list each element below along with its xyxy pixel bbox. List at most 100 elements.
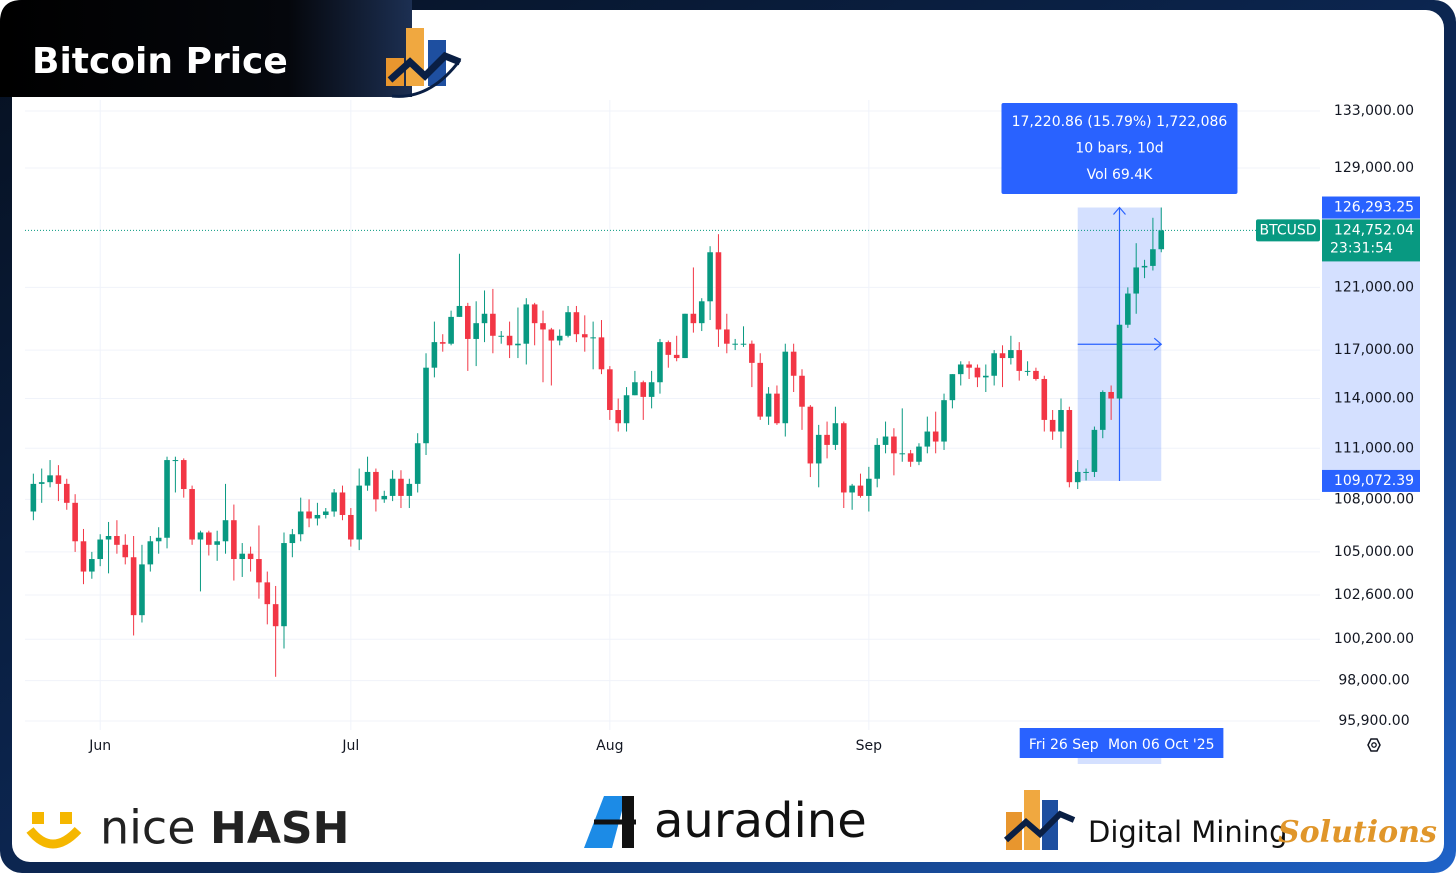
candle-body <box>732 343 738 345</box>
candle-body <box>815 434 822 464</box>
y-tick-label: 111,000.00 <box>1334 440 1414 456</box>
candle-body <box>431 342 438 368</box>
candle-body <box>799 375 805 407</box>
candle-body <box>598 337 605 370</box>
y-tick-label: 121,000.00 <box>1334 279 1414 295</box>
candle-body <box>874 444 880 479</box>
candle-body <box>724 329 730 344</box>
candle-body <box>481 313 488 324</box>
countdown: 23:31:54 <box>1330 240 1393 256</box>
candle-body <box>1125 293 1131 325</box>
candle-body <box>1133 267 1139 294</box>
candle-body <box>105 535 112 540</box>
candle-body <box>356 485 362 540</box>
candle-body <box>139 564 145 616</box>
candle-body <box>414 443 421 484</box>
candle-body <box>840 423 847 493</box>
candle-body <box>1058 410 1064 432</box>
y-tick-label: 105,000.00 <box>1334 544 1414 560</box>
candle-body <box>949 374 956 401</box>
candle-body <box>1041 378 1048 420</box>
time-start-label: Fri 26 Sep <box>1029 737 1099 753</box>
candle-body <box>523 304 530 344</box>
candle-body <box>999 353 1006 359</box>
candle-body <box>465 305 471 339</box>
measure-low-label: 109,072.39 <box>1334 473 1414 489</box>
candle-body <box>206 532 212 545</box>
candle-body <box>423 367 429 444</box>
candle-body <box>164 460 170 538</box>
candle-body <box>114 535 120 545</box>
candle-body <box>122 544 129 558</box>
nicehash-logo: nice HASH <box>26 801 349 855</box>
settings-icon <box>1367 738 1381 752</box>
candle-body <box>531 304 538 324</box>
candle-body <box>648 382 655 397</box>
candle-body <box>1024 370 1031 372</box>
candle-body <box>515 343 521 346</box>
candle-body <box>673 354 680 359</box>
candle-body <box>239 553 246 560</box>
y-tick-label: 98,000.00 <box>1338 673 1409 689</box>
candle-body <box>331 492 337 512</box>
candle-body <box>314 514 321 519</box>
symbol-badge <box>1256 219 1320 242</box>
candle-body <box>607 369 613 411</box>
candle-body <box>983 375 989 378</box>
candle-body <box>180 460 187 490</box>
candle-body <box>1016 350 1023 371</box>
y-tick-label: 95,900.00 <box>1338 713 1409 729</box>
candle-body <box>924 431 931 447</box>
candle-body <box>790 351 797 376</box>
candle-body <box>615 410 621 424</box>
candle-body <box>406 483 413 496</box>
last-price-badge <box>1322 219 1420 262</box>
candle-body <box>682 313 688 359</box>
candle-body <box>1150 249 1156 266</box>
candle-body <box>63 483 70 503</box>
auradine-logo: auradine <box>584 793 867 849</box>
candle-body <box>957 364 964 375</box>
nicehash-hash: HASH <box>210 803 349 854</box>
candle-body <box>155 537 162 542</box>
candle-body <box>590 337 596 339</box>
measure-tooltip-line: 17,220.86 (15.79%) 1,722,086 <box>1012 114 1228 130</box>
candle-body <box>1033 370 1039 379</box>
candle-body <box>690 313 697 324</box>
candle-body <box>398 478 404 496</box>
candle-body <box>339 492 346 515</box>
candle-body <box>974 367 981 378</box>
last-price-label: 124,752.04 <box>1334 222 1414 238</box>
candle-body <box>932 431 939 442</box>
candle-body <box>322 511 329 515</box>
candle-body <box>907 453 914 462</box>
candle-body <box>1066 410 1073 483</box>
candle-body <box>1083 471 1089 473</box>
y-tick-label: 129,000.00 <box>1334 160 1414 176</box>
candle-body <box>782 351 789 424</box>
candle-body <box>289 534 296 544</box>
candle-body <box>749 343 755 363</box>
candle-body <box>197 532 204 540</box>
candle-body <box>573 312 580 335</box>
time-end-label: Mon 06 Oct '25 <box>1108 737 1215 753</box>
nicehash-nice: nice <box>100 801 196 855</box>
candle-body <box>297 511 304 535</box>
auradine-text: auradine <box>654 793 867 849</box>
candle-body <box>916 446 922 462</box>
x-tick-label: Jul <box>341 738 359 754</box>
y-tick-label: 102,600.00 <box>1334 587 1414 603</box>
candle-body <box>1108 391 1114 399</box>
candle-body <box>941 400 947 442</box>
candle-body <box>556 335 563 341</box>
candle-body <box>1158 230 1165 250</box>
settings-icon-dot <box>1371 742 1377 748</box>
candle-body <box>498 335 505 337</box>
candle-body <box>740 343 747 345</box>
candle-body <box>72 502 78 542</box>
candle-body <box>30 483 37 512</box>
candle-body <box>306 511 312 519</box>
candle-body <box>757 362 764 417</box>
candle-body <box>640 382 647 397</box>
